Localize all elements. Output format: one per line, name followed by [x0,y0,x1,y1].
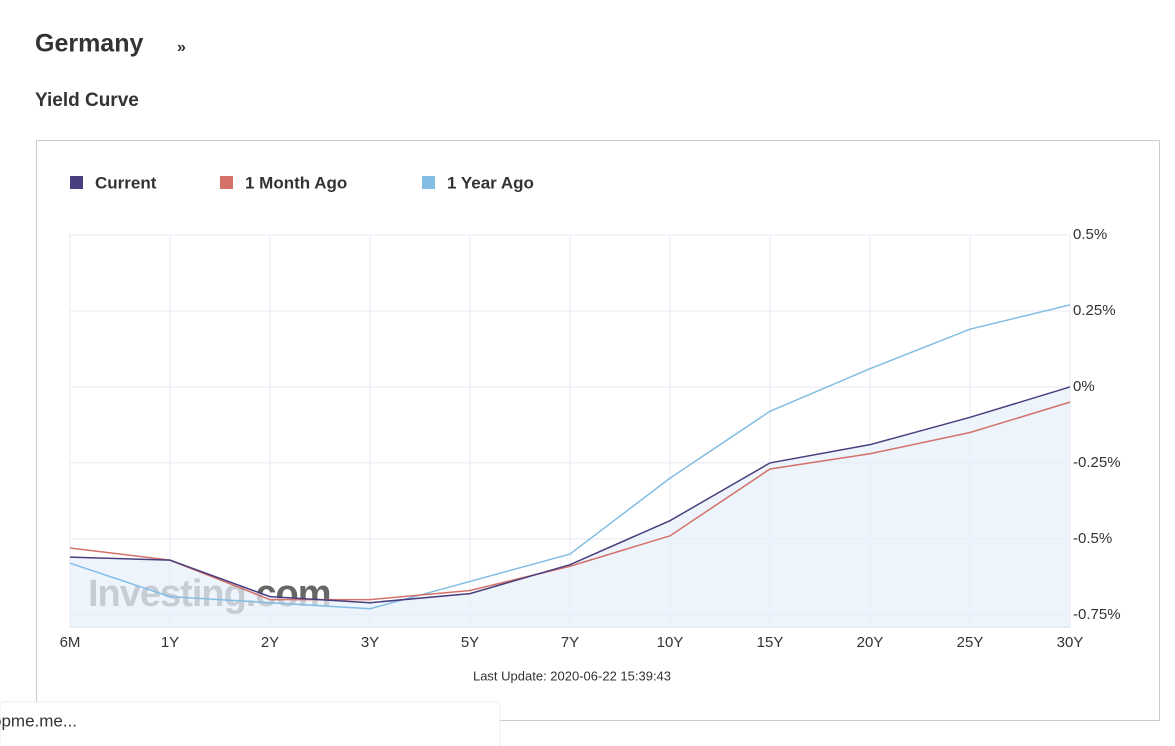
y-tick-label: 0.5% [1073,226,1107,243]
y-tick-label: -0.25% [1073,454,1121,471]
x-tick-label: 3Y [361,634,379,651]
x-tick-label: 6M [60,634,81,651]
x-tick-label: 5Y [461,634,479,651]
popup-text: opme.me... [0,711,77,730]
x-tick-label: 2Y [261,634,279,651]
section-title: Yield Curve [35,90,139,111]
legend-swatch [220,176,233,189]
y-tick-label: 0% [1073,378,1095,395]
y-tick-label: -0.5% [1073,530,1112,547]
legend-swatch [422,176,435,189]
x-tick-label: 30Y [1057,634,1084,651]
x-tick-label: 25Y [957,634,984,651]
chart-frame [36,140,1160,721]
area [70,386,1070,627]
legend-label[interactable]: 1 Year Ago [447,173,534,192]
x-tick-label: 15Y [757,634,784,651]
popup[interactable] [0,701,501,746]
legend-label[interactable]: 1 Month Ago [245,173,347,192]
x-tick-label: 20Y [857,634,884,651]
last-update: Last Update: 2020-06-22 15:39:43 [473,668,671,683]
legend-swatch [70,176,83,189]
x-tick-label: 1Y [161,634,179,651]
x-tick-label: 7Y [561,634,579,651]
chart: 0.5% 0.25% 0% -0.25% -0.5% -0.75% 6M 1Y 2Y 3Y 5Y 7Y… [60,173,1121,683]
legend-label[interactable]: Current [95,173,157,192]
page-title: Germany [35,30,143,58]
y-tick-label: 0.25% [1073,302,1116,319]
line [69,401,1071,601]
line [69,304,1071,610]
line [69,386,1071,604]
y-tick-label: -0.75% [1073,606,1121,623]
x-tick-label: 10Y [657,634,684,651]
title-arrow[interactable]: » [177,39,186,56]
